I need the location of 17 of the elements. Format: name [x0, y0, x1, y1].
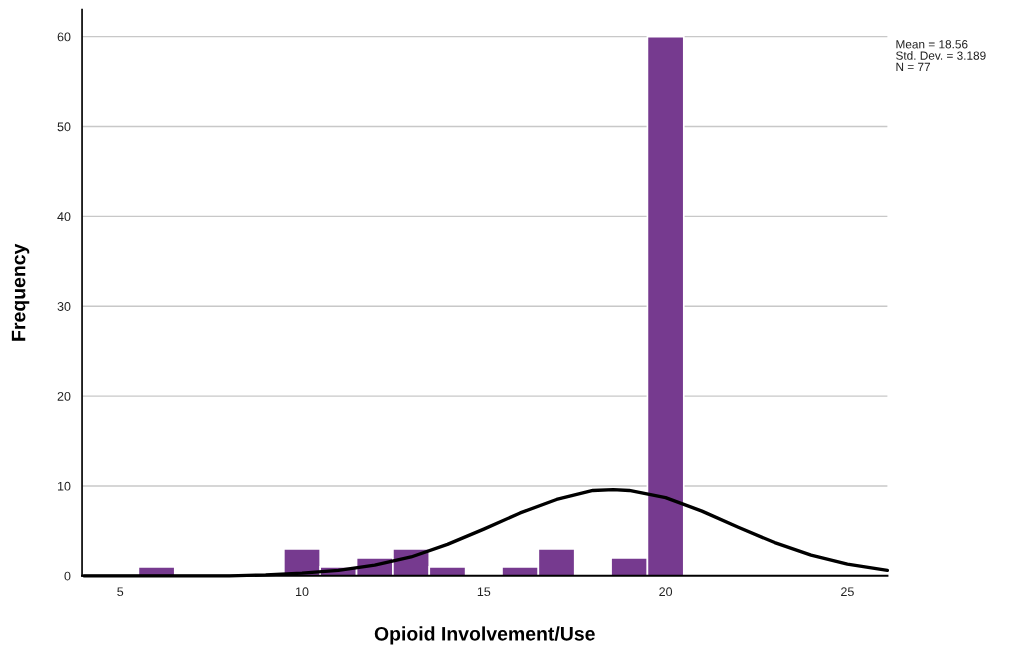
text: Std. Dev. = 3.189 [896, 51, 986, 60]
y-tick-label: 10 [57, 481, 71, 491]
y-tick-label: 60 [57, 32, 71, 42]
x-tick-label: 10 [296, 587, 309, 597]
x-axis-title: Opioid Involvement/Use [374, 626, 595, 645]
y-tick-label: 40 [57, 212, 71, 222]
x-tick-label: 20 [659, 587, 673, 597]
x-tick-label: 5 [117, 587, 124, 597]
y-tick-label: 0 [64, 571, 71, 581]
x-tick-label: 25 [841, 587, 854, 597]
y-tick-label: 20 [57, 391, 71, 401]
y-tick-label: 30 [57, 302, 71, 311]
x-tick-label: 15 [477, 587, 491, 597]
text: N = 77 [896, 62, 931, 71]
y-axis-title: Frequency [11, 243, 30, 341]
y-tick-label: 50 [57, 122, 71, 132]
text: Mean = 18.56 [896, 40, 968, 49]
